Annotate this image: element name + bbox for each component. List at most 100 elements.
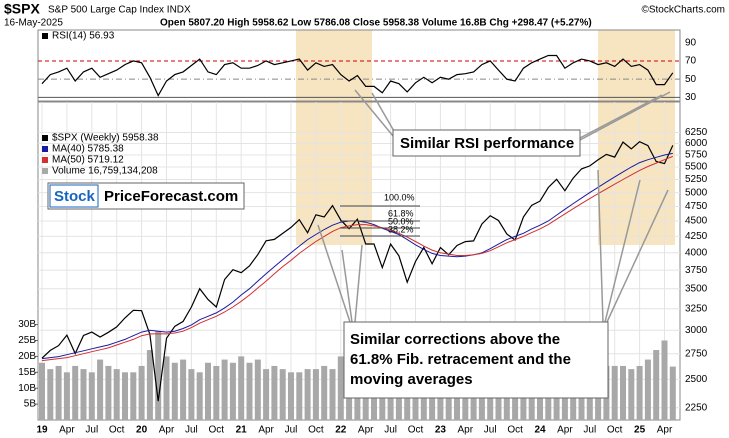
y-tick-label: 2500 <box>685 374 708 385</box>
series-line <box>41 155 673 362</box>
volume-bar <box>188 369 195 420</box>
volume-bar <box>238 356 245 420</box>
x-tick-label: Oct <box>408 425 424 436</box>
volume-bar <box>254 359 261 420</box>
correction-note: moving averages <box>350 371 473 388</box>
volume-bar <box>263 369 270 420</box>
rsi-panel <box>37 29 681 102</box>
date: 16-May-2025 <box>4 18 63 29</box>
pointer-lines <box>317 89 671 323</box>
volume-bar <box>229 362 236 420</box>
brand-stock: Stock <box>54 188 96 205</box>
volume-bar <box>669 366 676 420</box>
volume-bar <box>138 365 145 420</box>
legend-swatch <box>42 135 48 141</box>
volume-bar <box>636 365 643 420</box>
x-tick-label: Apr <box>159 425 175 436</box>
x-tick-label: 20 <box>136 425 148 436</box>
volume-bar <box>611 365 618 420</box>
volume-bar <box>205 362 211 420</box>
volume-bar <box>312 369 319 420</box>
correction-note: 61.8% Fib. retracement and the <box>350 351 571 368</box>
volume-bar <box>279 369 286 420</box>
x-tick-label: Apr <box>59 425 75 436</box>
volume-bar <box>113 369 120 420</box>
highlight-zone <box>296 30 372 245</box>
legend-swatch <box>42 33 48 39</box>
volume-bar <box>80 369 87 420</box>
volume-bar <box>122 372 128 420</box>
y-tick-label: 4000 <box>685 247 708 258</box>
volume-bar <box>196 372 203 420</box>
volume-bar <box>63 372 70 420</box>
volume-bar <box>628 369 635 420</box>
brand-tag <box>49 184 99 208</box>
rsi-note: Similar RSI performance <box>400 135 574 152</box>
legend-swatch <box>42 168 48 174</box>
y-tick-label: 70 <box>685 56 697 67</box>
y-tick-label: 4750 <box>685 201 708 212</box>
volume-bar <box>304 369 311 420</box>
note-box <box>392 129 581 157</box>
x-tick-label: Apr <box>657 425 673 436</box>
x-tick-label: 22 <box>335 425 347 436</box>
volume-bar <box>130 372 137 420</box>
volume-bar <box>146 350 153 420</box>
legend-entry: Volume 16,759,134,208 <box>52 166 158 177</box>
volume-bar <box>47 369 54 420</box>
fib-label: 61.8% <box>388 208 414 218</box>
x-tick-label: Jul <box>285 425 298 436</box>
x-tick-label: 21 <box>236 425 248 436</box>
y-tick-label: 5250 <box>685 174 708 185</box>
y-tick-label: 6000 <box>685 138 708 149</box>
brand-site: PriceForecast.com <box>104 188 238 205</box>
y-tick-label: 5750 <box>685 150 708 161</box>
x-tick-label: Apr <box>258 425 274 436</box>
legend-swatch <box>42 157 48 163</box>
volume-bar <box>88 372 95 420</box>
volume-bar <box>221 359 228 420</box>
y-tick-label: 3500 <box>685 283 708 294</box>
volume-bar <box>661 340 668 420</box>
y2-tick-label: 20B <box>18 351 36 362</box>
y-tick-label: 2750 <box>685 348 708 359</box>
legend-entry: MA(40) 5785.38 <box>52 144 124 155</box>
y-tick-label: 3000 <box>685 325 708 336</box>
highlight-zone <box>598 30 675 245</box>
volume-bar <box>39 362 45 420</box>
volume-bar <box>644 359 651 420</box>
y-tick-label: 5000 <box>685 187 708 198</box>
volume-bar <box>55 365 62 420</box>
legend-entry: MA(50) 5719.12 <box>52 155 124 166</box>
volume-bar <box>97 359 104 420</box>
volume-bar <box>296 372 303 420</box>
legend-swatch <box>42 146 48 152</box>
x-tick-label: Jul <box>583 425 596 436</box>
volume-bar <box>620 365 626 420</box>
x-tick-label: Jul <box>484 425 497 436</box>
fib-label: 38.2% <box>388 224 414 234</box>
y-tick-label: 30 <box>685 92 697 103</box>
volume-bar <box>105 365 112 420</box>
symbol: $SPX <box>4 1 40 17</box>
y2-tick-label: 5B <box>24 399 37 410</box>
quote: Open 5807.20 High 5958.62 Low 5786.08 Cl… <box>160 18 592 29</box>
legend-entry: $SPX (Weekly) 5958.38 <box>52 133 159 144</box>
volume-bar <box>155 330 162 420</box>
x-tick-label: 23 <box>435 425 447 436</box>
index-name: S&P 500 Large Cap Index INDX <box>48 5 191 16</box>
volume-bar <box>72 365 79 420</box>
x-tick-label: Apr <box>458 425 474 436</box>
volume-bar <box>213 365 220 420</box>
volume-bar <box>163 356 170 420</box>
x-tick-label: Jul <box>85 425 98 436</box>
x-tick-label: Oct <box>607 425 623 436</box>
y-tick-label: 3750 <box>685 265 708 276</box>
x-tick-label: 24 <box>534 425 546 436</box>
volume-bar <box>271 365 278 420</box>
series-line <box>41 140 674 402</box>
volume-bar <box>171 362 178 420</box>
volume-bar <box>337 356 344 420</box>
fib-label: 100.0% <box>384 192 415 202</box>
